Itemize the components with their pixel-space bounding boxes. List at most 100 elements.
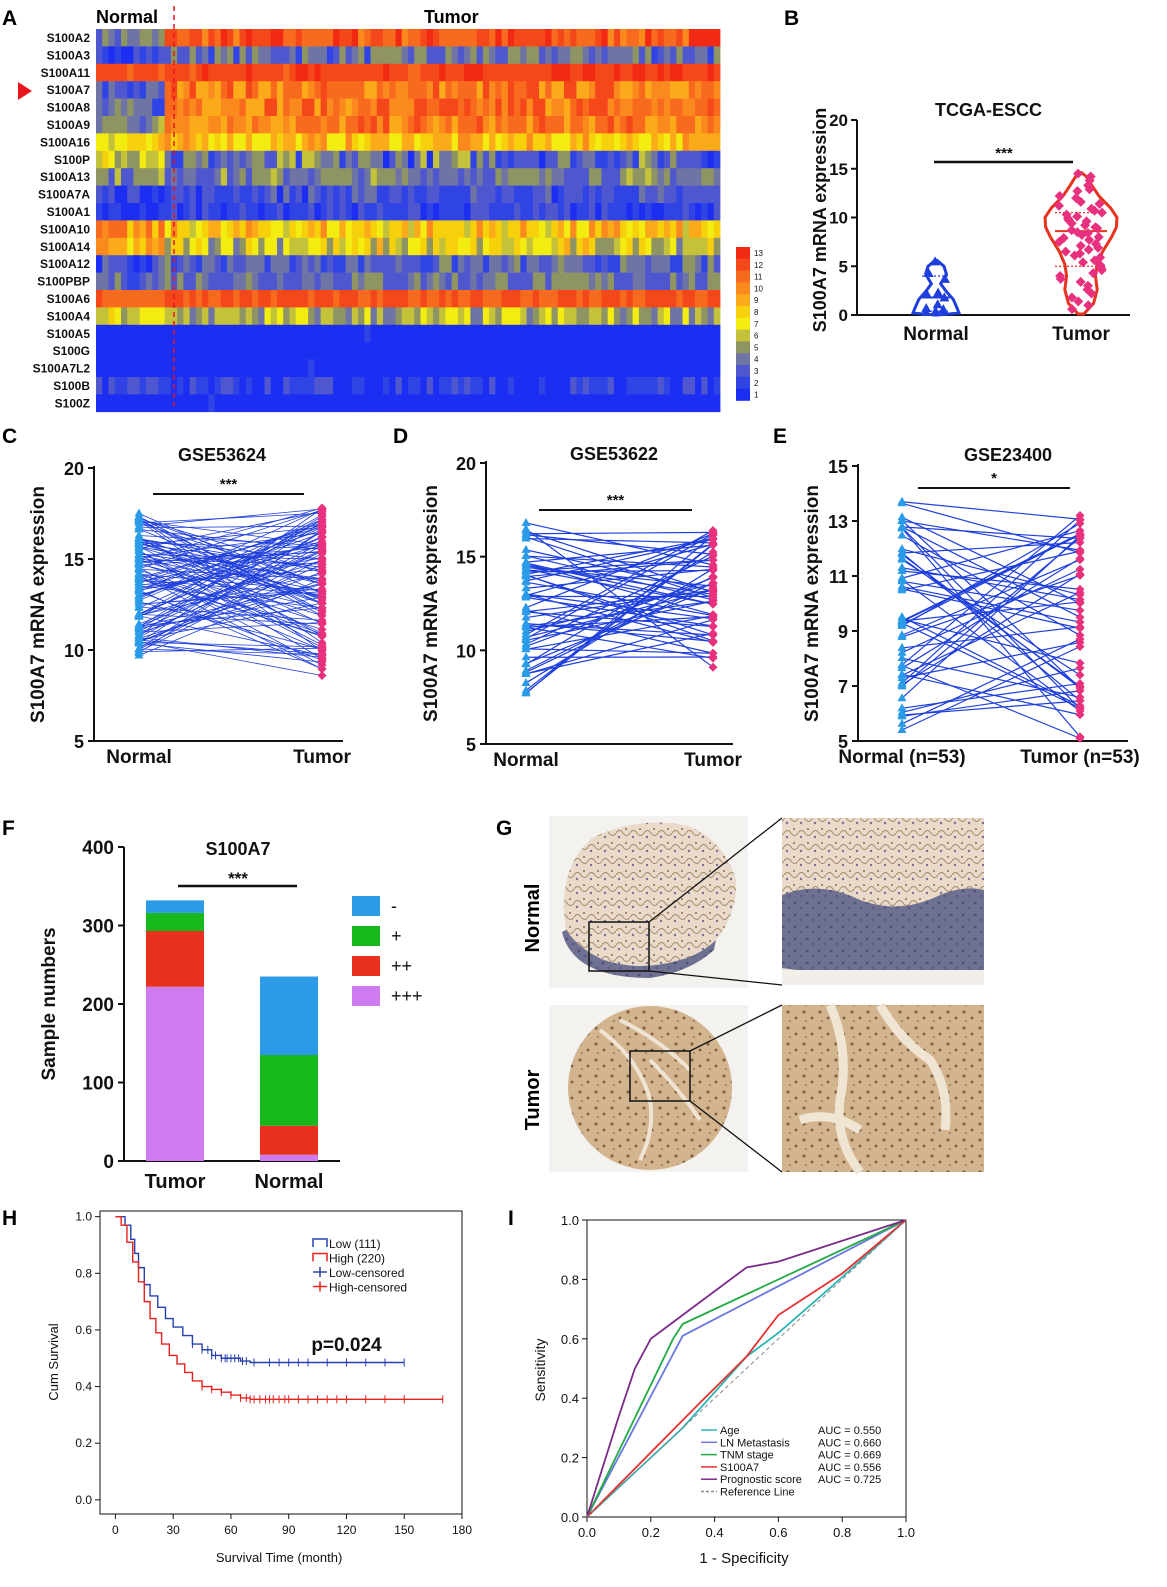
heatmap-cell [676, 203, 683, 221]
y-tick-label: 11 [829, 567, 848, 587]
heatmap-cell [383, 272, 390, 291]
scale-tick: 7 [754, 320, 759, 329]
heatmap-cell [707, 185, 715, 204]
heatmap-cell [451, 133, 459, 152]
heatmap-cell [495, 220, 502, 239]
heatmap-cell [470, 98, 478, 117]
heatmap-cell [445, 359, 453, 378]
heatmap-cell [376, 307, 384, 326]
heatmap-cell [289, 307, 297, 326]
heatmap-cell [707, 116, 715, 134]
heatmap-cell [489, 63, 496, 82]
heatmap-cell [545, 46, 552, 65]
heatmap-cell [108, 81, 116, 99]
heatmap-cell [439, 203, 446, 221]
ihc-normal-zoom-line-bottom [648, 970, 783, 986]
heatmap-cell [551, 46, 559, 65]
heatmap-cell [495, 46, 502, 65]
heatmap-cell [214, 255, 222, 273]
heatmap-cell [133, 185, 141, 204]
y-tick-label: 0.8 [75, 1266, 92, 1280]
heatmap-cell [576, 307, 584, 326]
tumor-point [708, 637, 718, 647]
heatmap-cell [576, 168, 584, 186]
heatmap-cell [526, 185, 534, 204]
heatmap-cell [102, 150, 109, 169]
heatmap-cell [233, 359, 240, 378]
heatmap-cell [376, 359, 384, 378]
heatmap-cell [326, 29, 334, 47]
normal-point [939, 292, 950, 302]
heatmap-cell [688, 290, 696, 308]
pair-line [901, 700, 1081, 716]
heatmap-cell [127, 98, 134, 117]
heatmap-cell [139, 342, 147, 360]
heatmap-cell [420, 203, 428, 221]
heatmap-cell [626, 116, 634, 134]
heatmap-cell [96, 133, 103, 152]
heatmap-cell [258, 29, 265, 47]
heatmap-cell [657, 116, 665, 134]
pair-line [138, 613, 323, 625]
pair-line [901, 519, 1081, 684]
y-tick-label: 0.4 [75, 1380, 92, 1394]
heatmap-cell [370, 29, 378, 47]
heatmap-cell [177, 255, 184, 273]
heatmap-cell [588, 324, 596, 343]
pair-line [138, 525, 323, 601]
heatmap-cell [114, 168, 122, 186]
heatmap-cell [358, 272, 365, 291]
heatmap-cell [495, 150, 502, 169]
x-tick-label: Normal [493, 750, 558, 771]
heatmap-cell [295, 377, 303, 395]
heatmap-cell [358, 237, 365, 256]
heatmap-cell [164, 272, 172, 291]
pair-line [138, 538, 323, 571]
heatmap-cell [220, 46, 228, 65]
heatmap-cell [239, 63, 247, 82]
heatmap-cell [364, 116, 371, 134]
heatmap-cell [645, 324, 652, 343]
heatmap-cell [370, 324, 378, 343]
heatmap-cell [220, 290, 228, 308]
heatmap-cell [576, 203, 584, 221]
heatmap-cell [713, 63, 721, 82]
y-tick-label: 1.0 [75, 1210, 92, 1224]
heatmap-cell [139, 377, 147, 395]
heatmap-cell [264, 324, 272, 343]
heatmap-cell [152, 307, 159, 326]
heatmap-cell [289, 81, 297, 99]
heatmap-cell [595, 324, 602, 343]
heatmap-cell [551, 377, 559, 395]
heatmap-cell [295, 116, 303, 134]
heatmap-cell [252, 168, 259, 186]
heatmap-cell [339, 377, 346, 395]
legend-auc: AUC = 0.725 [818, 1474, 881, 1486]
heatmap-cell [420, 185, 428, 204]
heatmap-cell [713, 255, 721, 273]
heatmap-cell [607, 272, 615, 291]
heatmap-cell [676, 133, 683, 152]
chart-title: GSE53622 [570, 444, 658, 464]
heatmap-cell [395, 63, 403, 82]
heatmap-cell [383, 185, 390, 204]
heatmap-cell [320, 81, 328, 99]
heatmap-cell [557, 203, 565, 221]
heatmap-cell [339, 342, 346, 360]
heatmap-cell [520, 63, 527, 82]
heatmap-cell [370, 342, 378, 360]
heatmap-cell [501, 377, 509, 395]
heatmap-cell [339, 185, 346, 204]
heatmap-cell [539, 237, 546, 256]
heatmap-cell [451, 324, 459, 343]
heatmap-cell [408, 394, 415, 413]
heatmap-cell [383, 150, 390, 169]
heatmap-cell [613, 359, 621, 378]
heatmap-cell [539, 63, 546, 82]
heatmap-cell [364, 46, 371, 65]
heatmap-cell [632, 359, 640, 378]
panel-label-a: A [2, 7, 17, 30]
heatmap-cell [520, 272, 527, 291]
scale-tick: 4 [754, 355, 759, 364]
heatmap-cell [482, 81, 490, 99]
